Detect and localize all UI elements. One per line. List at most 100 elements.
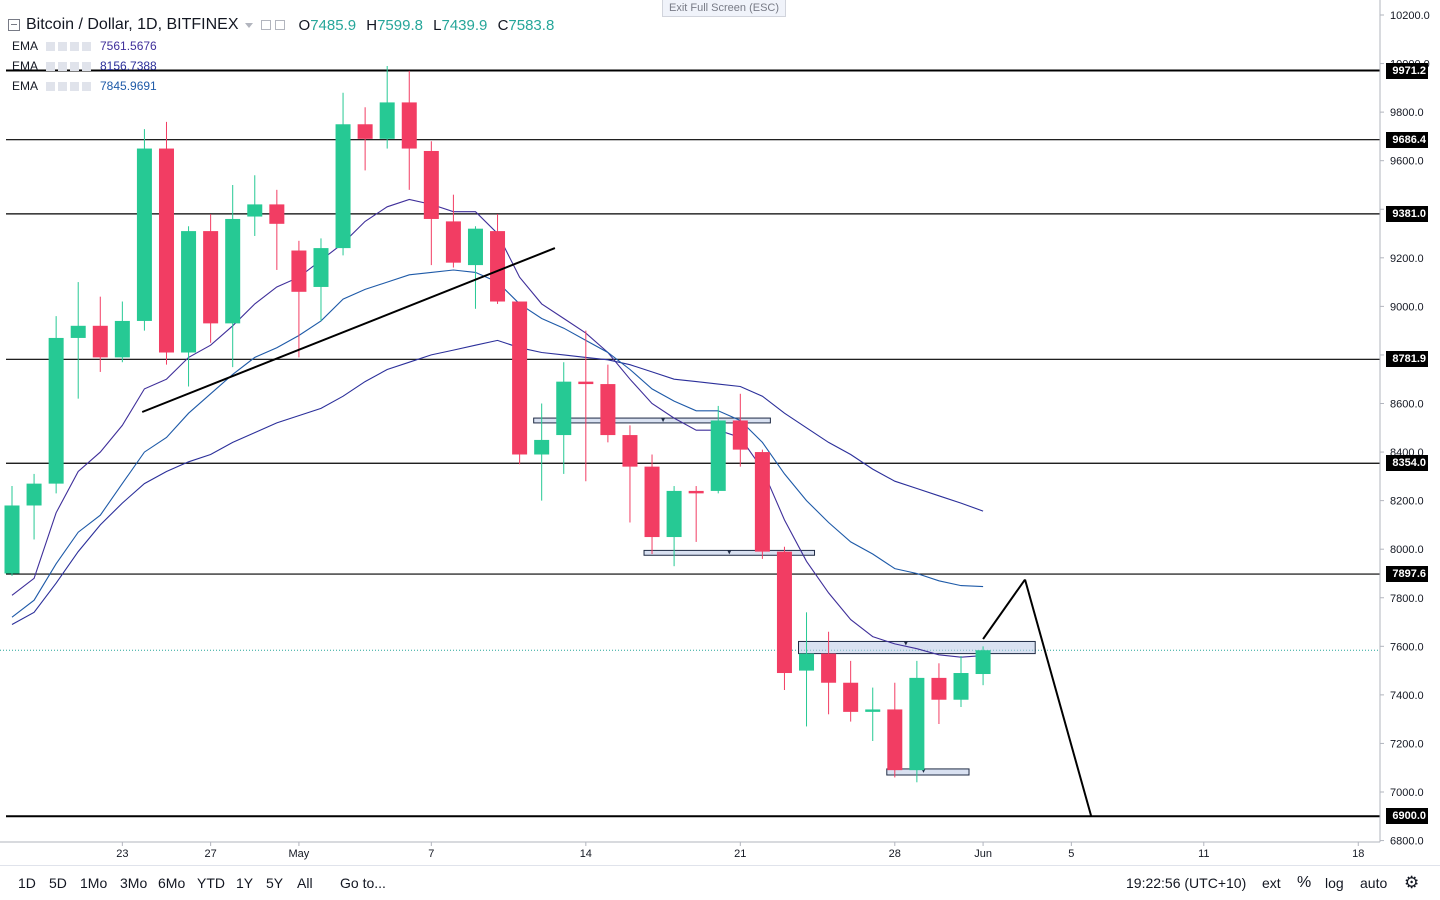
candle: [909, 660, 925, 783]
candle: [26, 473, 42, 540]
indicator-name: EMA: [12, 79, 39, 93]
add-icon[interactable]: [70, 61, 79, 71]
close-icon[interactable]: [82, 61, 91, 71]
range-5d-button[interactable]: 5D: [49, 875, 67, 891]
zone-marker: [661, 418, 666, 423]
bottom-toolbar: 1D 5D 1Mo 3Mo 6Mo YTD 1Y 5Y All Go to...…: [0, 865, 1440, 900]
candle: [225, 184, 241, 368]
range-1mo-button[interactable]: 1Mo: [80, 875, 108, 891]
candle-body: [688, 490, 704, 494]
eye-icon[interactable]: [46, 41, 55, 51]
y-tick-label: 9000.0: [1390, 301, 1424, 313]
candle: [578, 330, 594, 482]
candle: [953, 656, 969, 708]
candle: [467, 226, 483, 309]
candle-body: [556, 381, 572, 436]
eye-icon[interactable]: [46, 81, 55, 91]
x-tick-label: 7: [428, 848, 434, 860]
low-value: 7439.9: [441, 16, 488, 34]
trendline: [982, 578, 1026, 640]
range-all-button[interactable]: All: [297, 875, 313, 891]
close-value: 7583.8: [508, 16, 555, 34]
candle: [688, 486, 704, 542]
candle-body: [732, 420, 748, 450]
support-zone: [798, 640, 1036, 655]
y-tick-label: 8000.0: [1390, 544, 1424, 556]
candle-body: [490, 231, 506, 302]
candle-body: [48, 337, 64, 484]
settings-icon[interactable]: [58, 81, 67, 91]
add-icon[interactable]: [70, 41, 79, 51]
candle: [203, 214, 219, 343]
x-tick-label: May: [289, 848, 310, 860]
candle-body: [401, 102, 417, 149]
candle-body: [710, 420, 726, 491]
range-1y-button[interactable]: 1Y: [236, 875, 254, 891]
candle-body: [467, 228, 483, 266]
settings-icon[interactable]: [58, 41, 67, 51]
candle-body: [181, 231, 197, 353]
price-level-tag: 8354.0: [1386, 455, 1428, 472]
ext-toggle[interactable]: ext: [1262, 875, 1281, 891]
candle: [269, 189, 285, 270]
y-tick-label: 7600.0: [1390, 641, 1424, 653]
range-3mo-button[interactable]: 3Mo: [120, 875, 148, 891]
indicator-row[interactable]: EMA 7845.9691: [12, 78, 157, 94]
support-zone: [533, 417, 771, 424]
price-level-tag: 8781.9: [1386, 351, 1428, 368]
range-6mo-button[interactable]: 6Mo: [158, 875, 186, 891]
percent-toggle[interactable]: %: [1297, 874, 1312, 891]
eye-icon[interactable]: [46, 61, 55, 71]
candle-body: [136, 148, 152, 321]
candle: [313, 238, 329, 321]
indicator-name: EMA: [12, 39, 39, 53]
eye-icon[interactable]: [260, 20, 271, 30]
close-icon[interactable]: [82, 41, 91, 51]
candle-body: [357, 124, 373, 139]
symbol-title[interactable]: Bitcoin / Dollar, 1D, BITFINEX: [26, 16, 239, 33]
candle-body: [931, 677, 947, 700]
indicator-value: 7845.9691: [100, 79, 157, 93]
auto-toggle[interactable]: auto: [1360, 875, 1388, 891]
candle-body: [666, 490, 682, 538]
chevron-down-icon[interactable]: [244, 22, 253, 28]
candle-body: [578, 381, 594, 385]
y-tick-label: 9200.0: [1390, 253, 1424, 265]
clock-timezone[interactable]: 19:22:56 (UTC+10): [1126, 875, 1247, 891]
log-toggle[interactable]: log: [1325, 875, 1344, 891]
goto-button[interactable]: Go to...: [340, 875, 386, 891]
price-level-tag: 9381.0: [1386, 205, 1428, 222]
candle: [70, 282, 86, 399]
candle: [887, 682, 903, 778]
candle: [423, 141, 439, 266]
candle-body: [622, 435, 638, 467]
x-tick-label: 5: [1068, 848, 1074, 860]
gear-icon[interactable]: ⚙: [1404, 873, 1420, 892]
price-level-tag: 9971.2: [1386, 62, 1428, 79]
candle: [975, 646, 991, 686]
close-icon[interactable]: [82, 81, 91, 91]
range-ytd-button[interactable]: YTD: [197, 875, 225, 891]
candle-body: [70, 325, 86, 338]
candle: [644, 454, 660, 555]
range-1d-button[interactable]: 1D: [18, 875, 36, 891]
exit-fullscreen-button[interactable]: Exit Full Screen (ESC): [662, 0, 787, 17]
indicator-row[interactable]: EMA 8156.7388: [12, 58, 157, 74]
indicator-row[interactable]: EMA 7561.5676: [12, 38, 157, 54]
range-5y-button[interactable]: 5Y: [266, 875, 284, 891]
add-icon[interactable]: [70, 81, 79, 91]
y-tick-label: 9600.0: [1390, 156, 1424, 168]
candle: [291, 240, 307, 358]
close-label: C: [497, 16, 509, 34]
settings-icon[interactable]: [58, 61, 67, 71]
candle: [843, 660, 859, 722]
collapse-icon[interactable]: [8, 19, 20, 31]
x-tick-label: 23: [116, 848, 128, 860]
candle-body: [335, 124, 351, 249]
candle-body: [26, 483, 42, 506]
indicator-name: EMA: [12, 59, 39, 73]
settings-icon[interactable]: [274, 20, 285, 30]
candle: [754, 449, 770, 559]
open-value: 7485.9: [310, 16, 357, 34]
